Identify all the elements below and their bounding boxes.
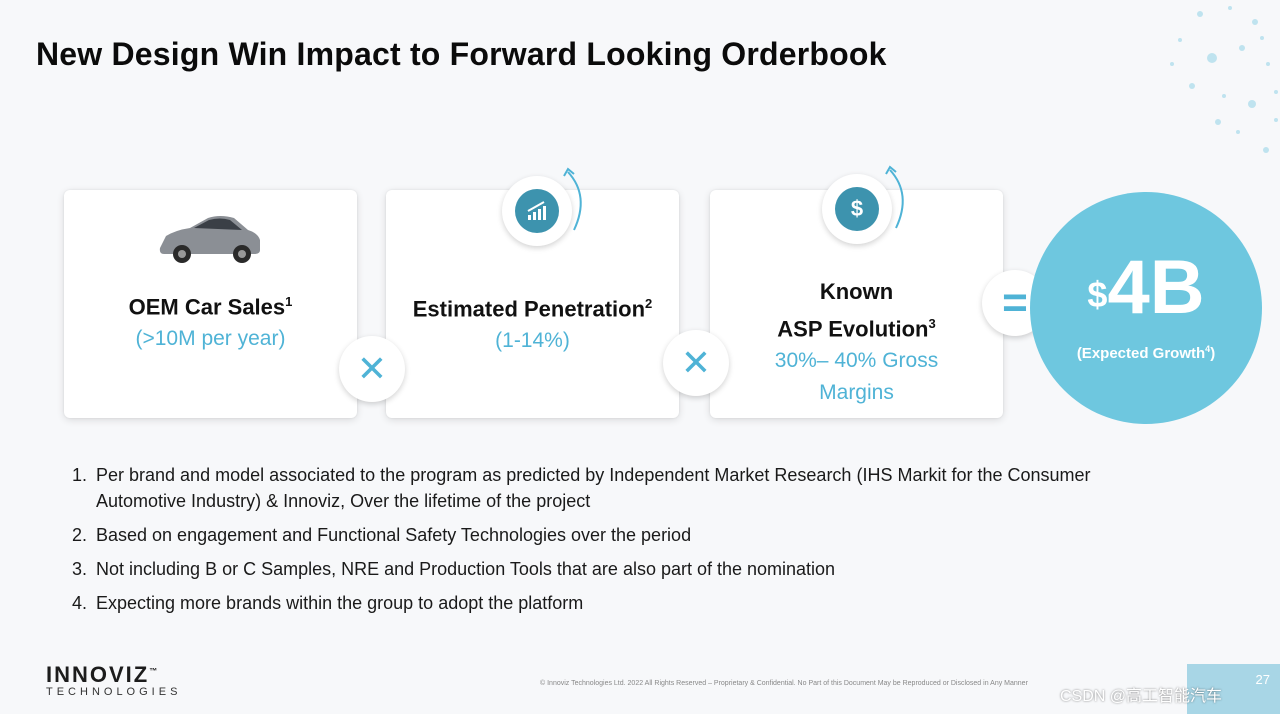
card-title-line2: ASP Evolution3	[777, 316, 936, 342]
watermark: CSDN @高工智能汽车	[1060, 688, 1223, 705]
rising-arc-icon	[563, 167, 582, 231]
copyright-footer: © Innoviz Technologies Ltd. 2022 All Rig…	[540, 680, 1028, 687]
footnotes-list: 1. Per brand and model associated to the …	[72, 462, 1112, 624]
footnote-item: 2. Based on engagement and Functional Saf…	[72, 525, 692, 545]
expected-growth-label: (Expected Growth4)	[1076, 344, 1216, 362]
card-detail-line2: Margins	[819, 381, 894, 405]
card-title: OEM Car Sales1	[128, 294, 293, 320]
expected-growth-value: $4B	[1087, 245, 1205, 330]
card-title: Estimated Penetration2	[412, 296, 653, 322]
expected-growth-circle: $4B (Expected Growth4)	[1030, 192, 1262, 424]
car-image	[159, 216, 260, 263]
footnote-item: 3. Not including B or C Samples, NRE and …	[72, 559, 836, 579]
card-title-line1: Known	[819, 279, 894, 304]
dollar-icon: $	[835, 187, 879, 231]
page-number: 27	[1187, 664, 1280, 714]
oem-car-sales-card: OEM Car Sales1 (>10M per year)	[64, 190, 357, 418]
card-detail-line1: 30%– 40% Gross	[774, 349, 939, 373]
card-detail: (1-14%)	[495, 329, 570, 353]
growth-chart-badge	[502, 176, 572, 246]
rising-arc-icon	[885, 165, 904, 229]
card-detail: (>10M per year)	[135, 327, 286, 351]
decorative-dots	[1170, 6, 1278, 153]
dollar-badge: $	[822, 174, 892, 244]
footnote-item: 1. Per brand and model associated to the …	[72, 465, 1091, 511]
innoviz-logo: INNOVIZ™ TECHNOLOGIES	[46, 662, 182, 698]
multiply-icon: ✕	[663, 330, 729, 396]
multiply-icon: ✕	[339, 336, 405, 402]
footnote-item: 4. Expecting more brands within the group…	[72, 593, 584, 613]
slide-title: New Design Win Impact to Forward Looking…	[36, 36, 887, 72]
asp-evolution-card: Known ASP Evolution3 30%– 40% Gross Marg…	[710, 190, 1003, 418]
growth-chart-icon	[527, 201, 546, 220]
